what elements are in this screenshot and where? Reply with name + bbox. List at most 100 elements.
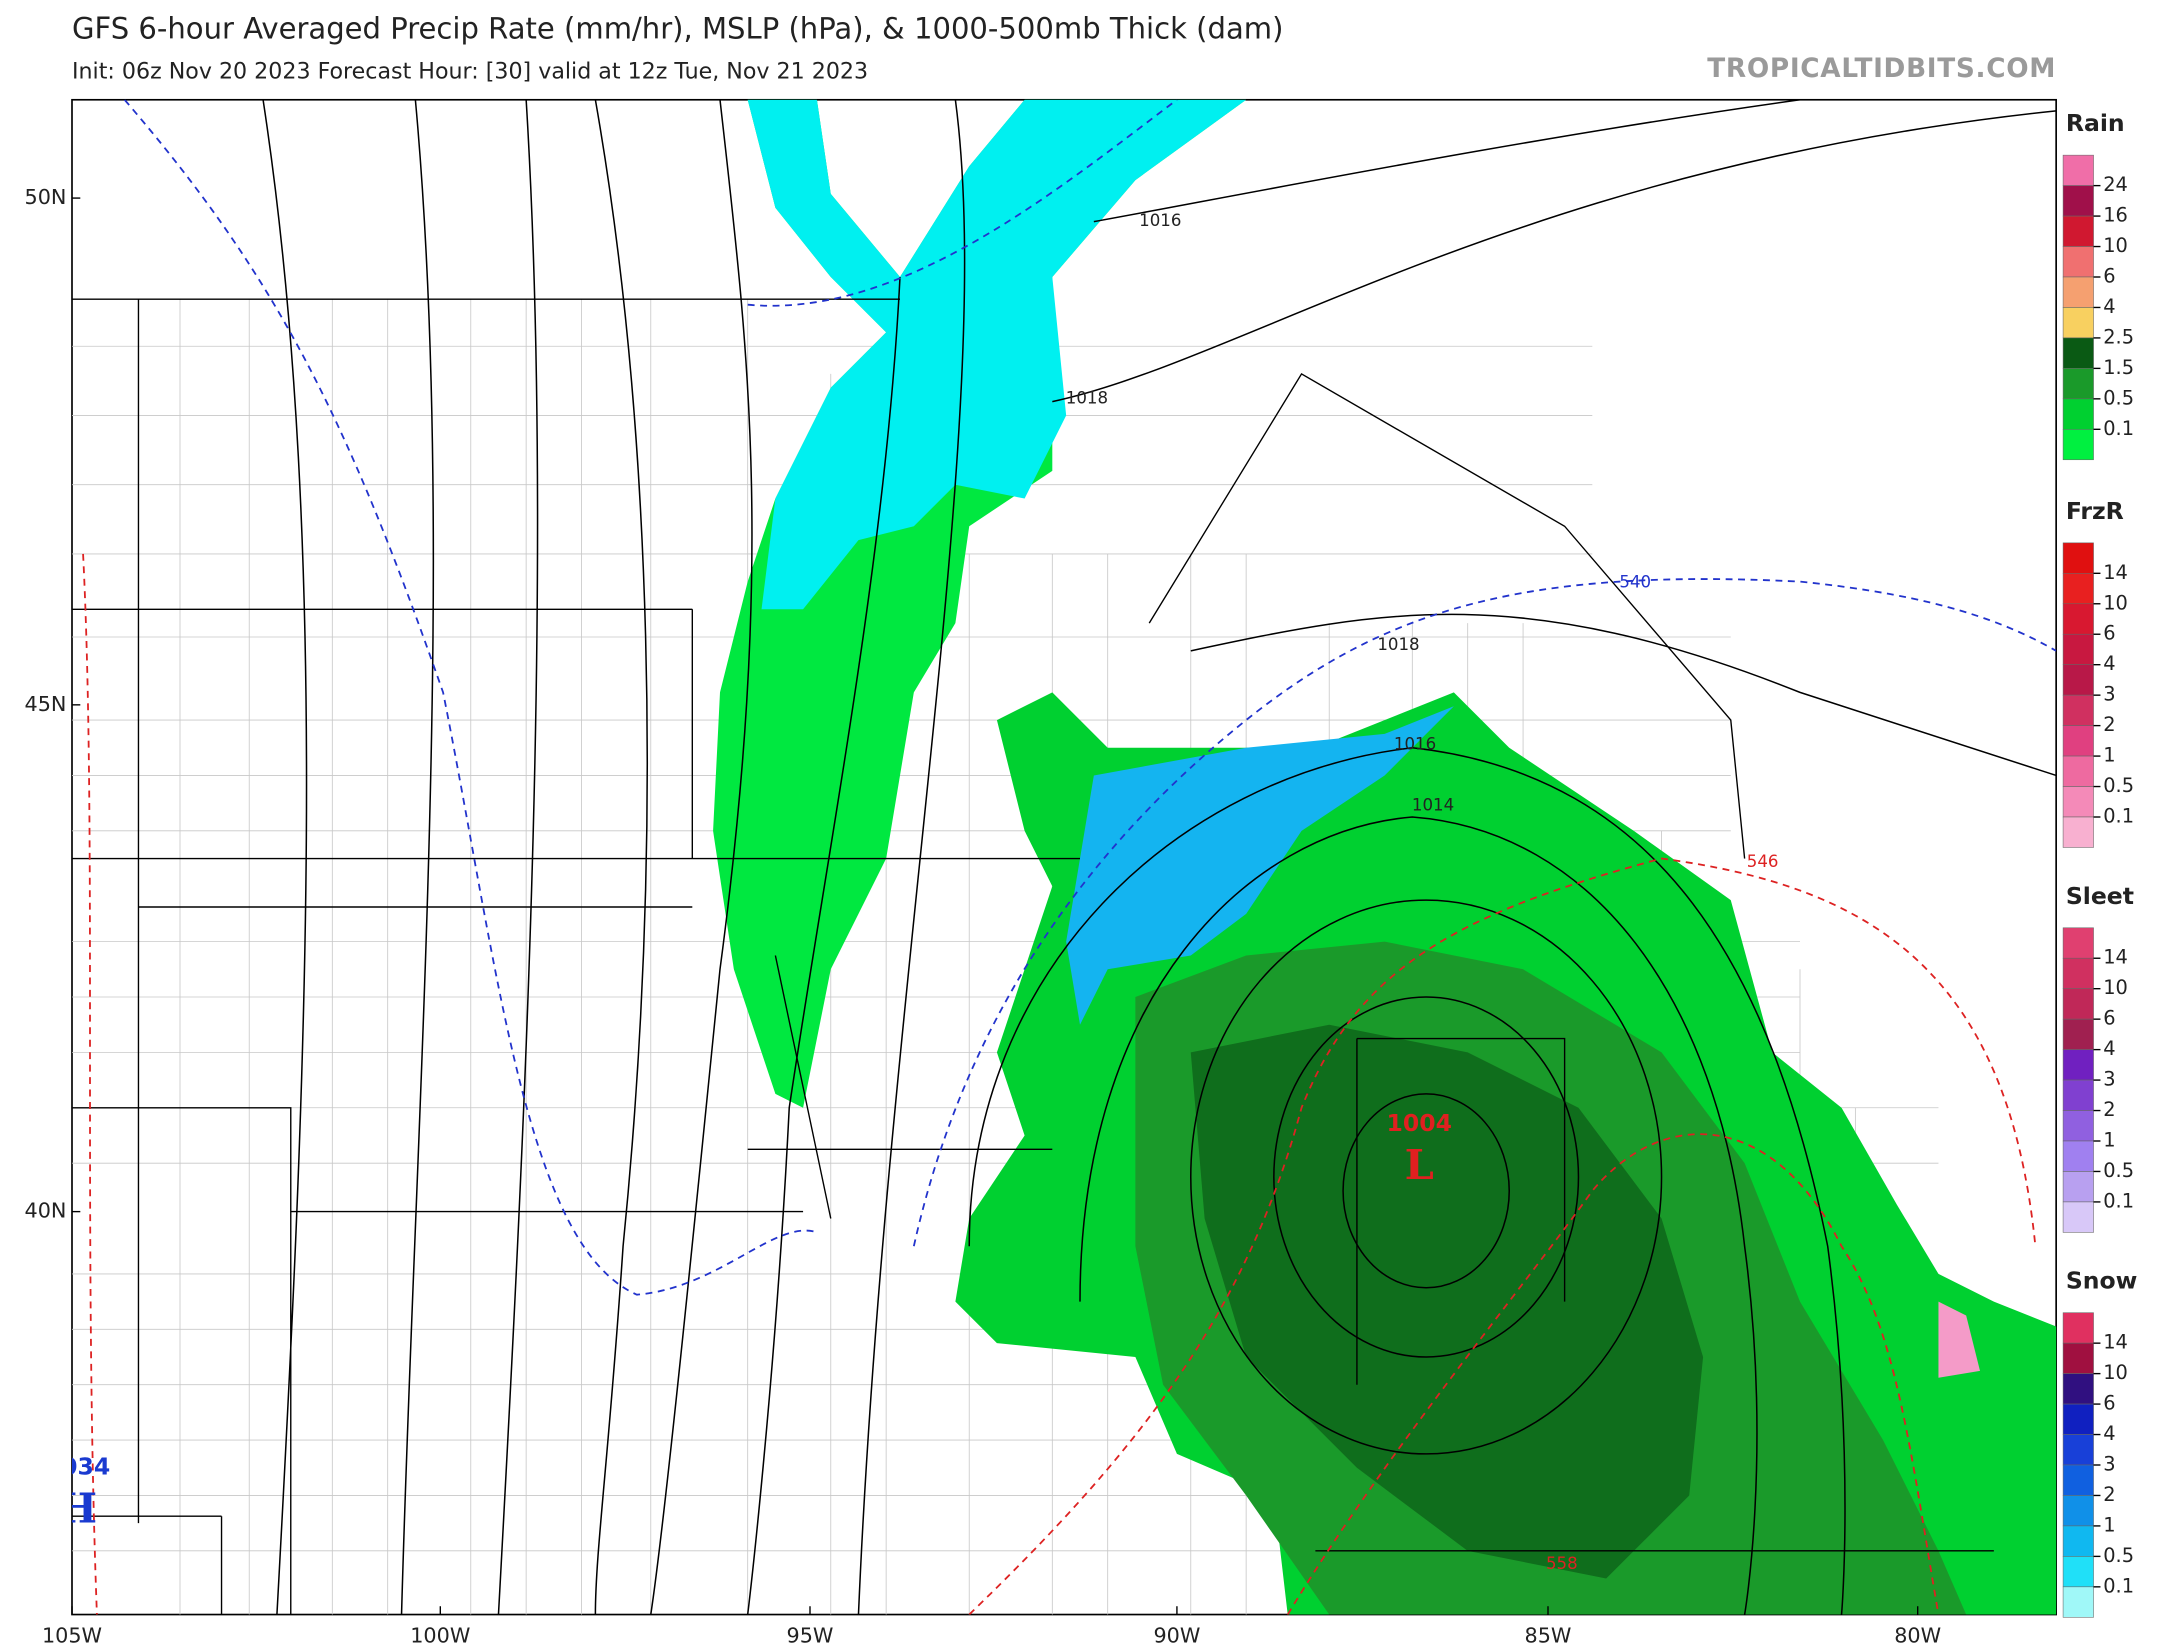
legend-swatch bbox=[2062, 664, 2094, 696]
legend-swatch bbox=[2062, 1110, 2094, 1142]
pressure-value: 1004 bbox=[1387, 1109, 1452, 1137]
legend-swatch bbox=[2062, 398, 2094, 430]
legend-swatch bbox=[2062, 1018, 2094, 1050]
legend-swatch bbox=[2062, 185, 2094, 217]
pressure-letter: L bbox=[1405, 1140, 1434, 1189]
legend-swatch bbox=[2062, 957, 2094, 989]
legend-tick-label: 0.5 bbox=[2103, 1544, 2134, 1567]
legend-tick-label: 0.1 bbox=[2103, 1189, 2134, 1212]
legend-swatch bbox=[2062, 276, 2094, 308]
lon-label: 80W bbox=[1894, 1624, 1941, 1648]
legend-swatch bbox=[2062, 215, 2094, 247]
legend-swatch bbox=[2062, 368, 2094, 400]
legend-tick-label: 3 bbox=[2103, 683, 2115, 706]
legend-tick-label: 2 bbox=[2103, 1483, 2115, 1506]
legend-title: FrzR bbox=[2066, 497, 2124, 525]
legend-swatch bbox=[2062, 246, 2094, 278]
legend-tick-label: 3 bbox=[2103, 1068, 2115, 1091]
isobar-label: 1016 bbox=[1139, 211, 1181, 230]
legend-title: Snow bbox=[2066, 1267, 2138, 1295]
legend-swatch bbox=[2062, 633, 2094, 665]
legend-tick-label: 1 bbox=[2103, 744, 2115, 767]
legend-swatch bbox=[2062, 755, 2094, 787]
legend-tick-label: 10 bbox=[2103, 234, 2128, 257]
legend-tick-label: 1 bbox=[2103, 1129, 2115, 1152]
legend-tick-label: 10 bbox=[2103, 1361, 2128, 1384]
lon-label: 105W bbox=[42, 1624, 102, 1648]
legend-swatch bbox=[2062, 816, 2094, 848]
isobar-label: 1018 bbox=[1377, 635, 1419, 654]
lon-label: 90W bbox=[1153, 1624, 1200, 1648]
legend-tick-label: 10 bbox=[2103, 591, 2128, 614]
legend-swatch bbox=[2062, 1525, 2094, 1557]
legend-tick-label: 3 bbox=[2103, 1452, 2115, 1475]
legend-swatch bbox=[2062, 1312, 2094, 1344]
legend-title: Sleet bbox=[2066, 882, 2134, 910]
legend-tick-label: 6 bbox=[2103, 622, 2115, 645]
isobar-label: 1016 bbox=[1394, 735, 1436, 754]
lon-label: 85W bbox=[1525, 1624, 1572, 1648]
legend-tick-label: 14 bbox=[2103, 1331, 2128, 1354]
legend-tick-label: 6 bbox=[2103, 265, 2115, 288]
legend-swatch bbox=[2062, 1079, 2094, 1111]
legend-tick-label: 4 bbox=[2103, 1422, 2115, 1445]
legend-tick-label: 16 bbox=[2103, 204, 2128, 227]
legend-tick-label: 2 bbox=[2103, 1098, 2115, 1121]
thickness-label: 540 bbox=[1619, 573, 1651, 592]
legend-tick-label: 14 bbox=[2103, 561, 2128, 584]
legend-swatch bbox=[2062, 1495, 2094, 1527]
legend-swatch bbox=[2062, 542, 2094, 574]
legend-tick-label: 14 bbox=[2103, 946, 2128, 969]
legend-tick-label: 0.1 bbox=[2103, 805, 2134, 828]
thickness-label: 558 bbox=[1546, 1554, 1578, 1573]
legend-swatch bbox=[2062, 1342, 2094, 1374]
isobar-label: 1018 bbox=[1066, 388, 1108, 407]
isobar-label: 1014 bbox=[1412, 795, 1454, 814]
legend-swatch bbox=[2062, 1403, 2094, 1435]
map-area: 1016 1018 1018 1016 1014 540 546 558 1004 L 1034 H bbox=[58, 98, 2057, 1616]
legend-tick-label: 2.5 bbox=[2103, 325, 2134, 348]
legend-tick-label: 0.5 bbox=[2103, 1159, 2134, 1182]
legend-swatch bbox=[2062, 1373, 2094, 1405]
legend-tick-label: 6 bbox=[2103, 1007, 2115, 1030]
legend-swatch bbox=[2062, 573, 2094, 605]
legend-tick-label: 24 bbox=[2103, 173, 2128, 196]
legend-swatch bbox=[2062, 694, 2094, 726]
lat-label: 45N bbox=[25, 692, 67, 716]
lon-label: 100W bbox=[410, 1624, 470, 1648]
lat-label: 40N bbox=[25, 1199, 67, 1223]
legend-tick-label: 1.5 bbox=[2103, 356, 2134, 379]
legend-tick-label: 0.5 bbox=[2103, 386, 2134, 409]
legend-swatch bbox=[2062, 1171, 2094, 1203]
legend-swatch bbox=[2062, 1140, 2094, 1172]
legend-swatch bbox=[2062, 337, 2094, 369]
legend-tick-label: 2 bbox=[2103, 713, 2115, 736]
legend-tick-label: 4 bbox=[2103, 1037, 2115, 1060]
legend-tick-label: 10 bbox=[2103, 976, 2128, 999]
legend-swatch bbox=[2062, 988, 2094, 1020]
legend-swatch bbox=[2062, 1049, 2094, 1081]
legend-tick-label: 4 bbox=[2103, 652, 2115, 675]
legend-tick-label: 6 bbox=[2103, 1392, 2115, 1415]
legend-tick-label: 0.5 bbox=[2103, 774, 2134, 797]
legend-tick-label: 0.1 bbox=[2103, 417, 2134, 440]
legend-swatch bbox=[2062, 1586, 2094, 1618]
pressure-letter: H bbox=[58, 1484, 97, 1533]
subtitle: Init: 06z Nov 20 2023 Forecast Hour: [30… bbox=[72, 59, 868, 85]
brand: TROPICALTIDBITS.COM bbox=[1707, 54, 2056, 84]
legend-swatch bbox=[2062, 603, 2094, 635]
title: GFS 6-hour Averaged Precip Rate (mm/hr),… bbox=[72, 12, 1283, 46]
legend-tick-label: 4 bbox=[2103, 295, 2115, 318]
legend-swatch bbox=[2062, 1464, 2094, 1496]
legend-tick-label: 1 bbox=[2103, 1513, 2115, 1536]
legend-swatch bbox=[2062, 786, 2094, 818]
legend-swatch bbox=[2062, 927, 2094, 959]
legend-tick-label: 0.1 bbox=[2103, 1574, 2134, 1597]
legend-swatch bbox=[2062, 1556, 2094, 1588]
legend-swatch bbox=[2062, 154, 2094, 186]
lat-label: 50N bbox=[25, 185, 67, 209]
legend-title: Rain bbox=[2066, 109, 2125, 137]
legend-swatch bbox=[2062, 725, 2094, 757]
lon-label: 95W bbox=[787, 1624, 834, 1648]
